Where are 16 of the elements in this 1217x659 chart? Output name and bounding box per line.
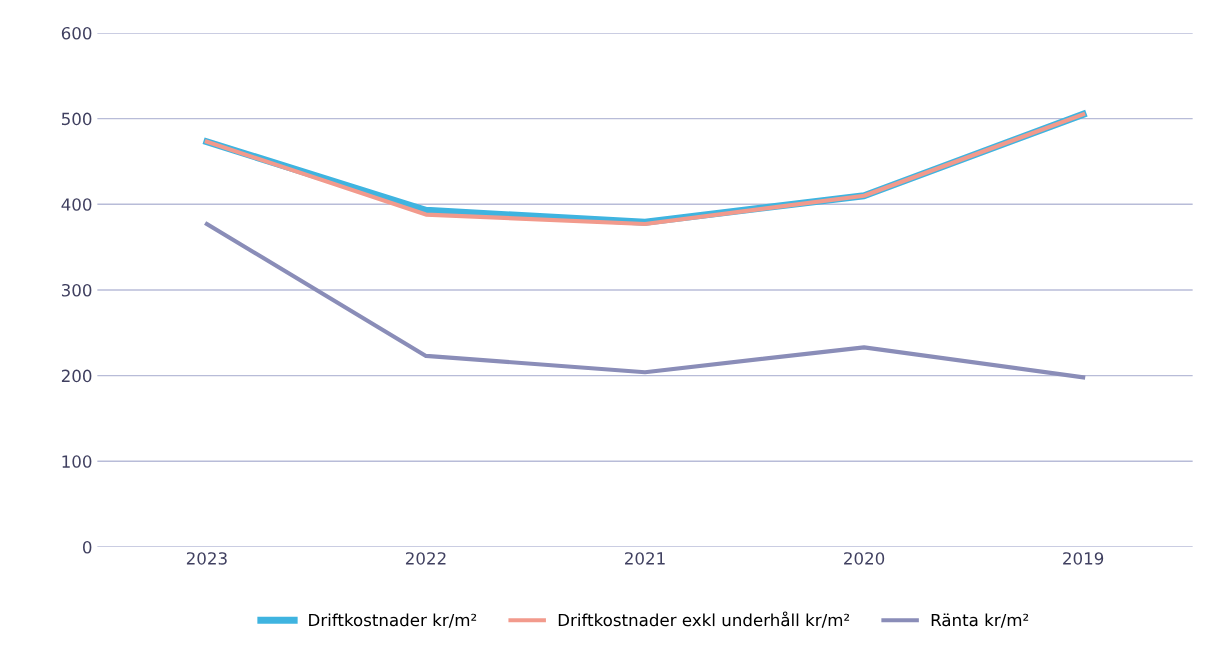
y-tick-label: 100 [62,455,92,468]
x-tick-label: 2022 [405,552,446,565]
y-tick-label: 0 [82,540,92,554]
legend-label: Ränta kr/m² [931,613,1029,628]
legend-label: Driftkostnader kr/m² [309,613,477,628]
legend-label: Driftkostnader exkl underhåll kr/m² [558,611,850,628]
y-tick-label: 600 [61,26,92,40]
x-tick-label: 2019 [1063,552,1104,565]
x-tick-label: 2023 [186,552,227,565]
y-tick-label: 400 [61,198,92,211]
y-tick-label: 300 [61,283,92,297]
x-tick-label: 2021 [625,552,665,565]
x-tick-label: 2020 [844,552,885,565]
line-series [204,221,1086,380]
y-tick-label: 500 [61,112,92,126]
y-tick-label: 200 [61,369,92,383]
